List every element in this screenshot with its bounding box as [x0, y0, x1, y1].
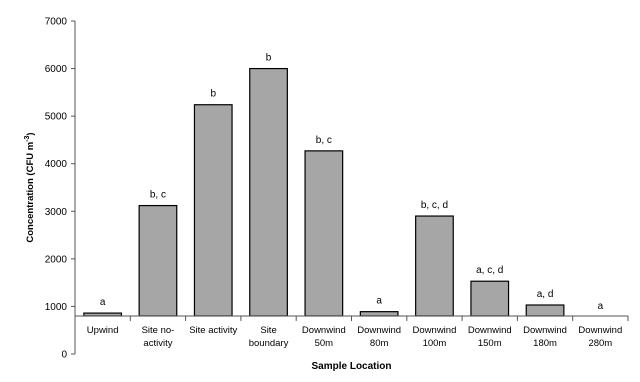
x-tick-label: 80m	[370, 338, 389, 349]
bar-annotation: b	[266, 53, 272, 64]
bar-annotation: a	[376, 296, 382, 307]
x-tick-label: 150m	[478, 338, 502, 349]
bar-annotation: a, d	[537, 289, 554, 300]
x-tick-label: boundary	[249, 338, 289, 349]
y-tick-label: 2000	[45, 254, 68, 265]
x-tick-label: Downwind	[468, 325, 512, 336]
bar	[138, 204, 178, 317]
bar-annotation: b, c	[150, 190, 166, 201]
x-tick-label: Downwind	[413, 325, 457, 336]
x-tick-label: Site activity	[189, 325, 237, 336]
bar-annotation: b, c, d	[421, 200, 448, 211]
x-axis-title: Sample Location	[311, 361, 391, 372]
bars	[83, 67, 565, 317]
bar	[359, 311, 399, 317]
axes	[71, 20, 629, 355]
bar	[525, 304, 565, 317]
x-tick-label: Downwind	[302, 325, 346, 336]
y-tick-label: 4000	[45, 159, 68, 170]
y-tick-label: 3000	[45, 207, 68, 218]
x-tick-label: Downwind	[578, 325, 622, 336]
bar	[470, 280, 510, 317]
x-tick-label: Upwind	[87, 325, 119, 336]
x-tick-label: 50m	[315, 338, 334, 349]
x-tick-label: activity	[143, 338, 172, 349]
bar	[249, 67, 288, 317]
bar-annotation: a	[598, 301, 604, 312]
y-tick-label: 5000	[45, 112, 68, 123]
x-tick-label: Site	[260, 325, 276, 336]
y-tick-label: 7000	[45, 17, 68, 28]
y-tick-label: 6000	[45, 64, 68, 75]
bar	[415, 215, 454, 317]
bar-annotation: a	[100, 297, 106, 308]
y-axis-title: Concentration (CFU m-3)	[24, 132, 36, 242]
x-tick-label: Site no-	[142, 325, 175, 336]
bar-annotation: b	[210, 89, 216, 100]
bar	[193, 104, 233, 317]
bar	[304, 150, 344, 317]
x-tick-label: 100m	[423, 338, 447, 349]
y-tick-label: 0	[61, 350, 67, 361]
bar-annotation: a, c, d	[476, 265, 503, 276]
x-tick-label: Downwind	[357, 325, 401, 336]
x-tick-label: Downwind	[523, 325, 567, 336]
x-tick-label: 180m	[533, 338, 557, 349]
x-tick-label: 280m	[588, 338, 612, 349]
labels: 0 1000 2000 3000 4000 5000 6000 7000 a Upwind b, c…	[24, 17, 622, 373]
y-tick-label: 1000	[45, 302, 68, 313]
bar-annotation: b, c	[316, 135, 332, 146]
